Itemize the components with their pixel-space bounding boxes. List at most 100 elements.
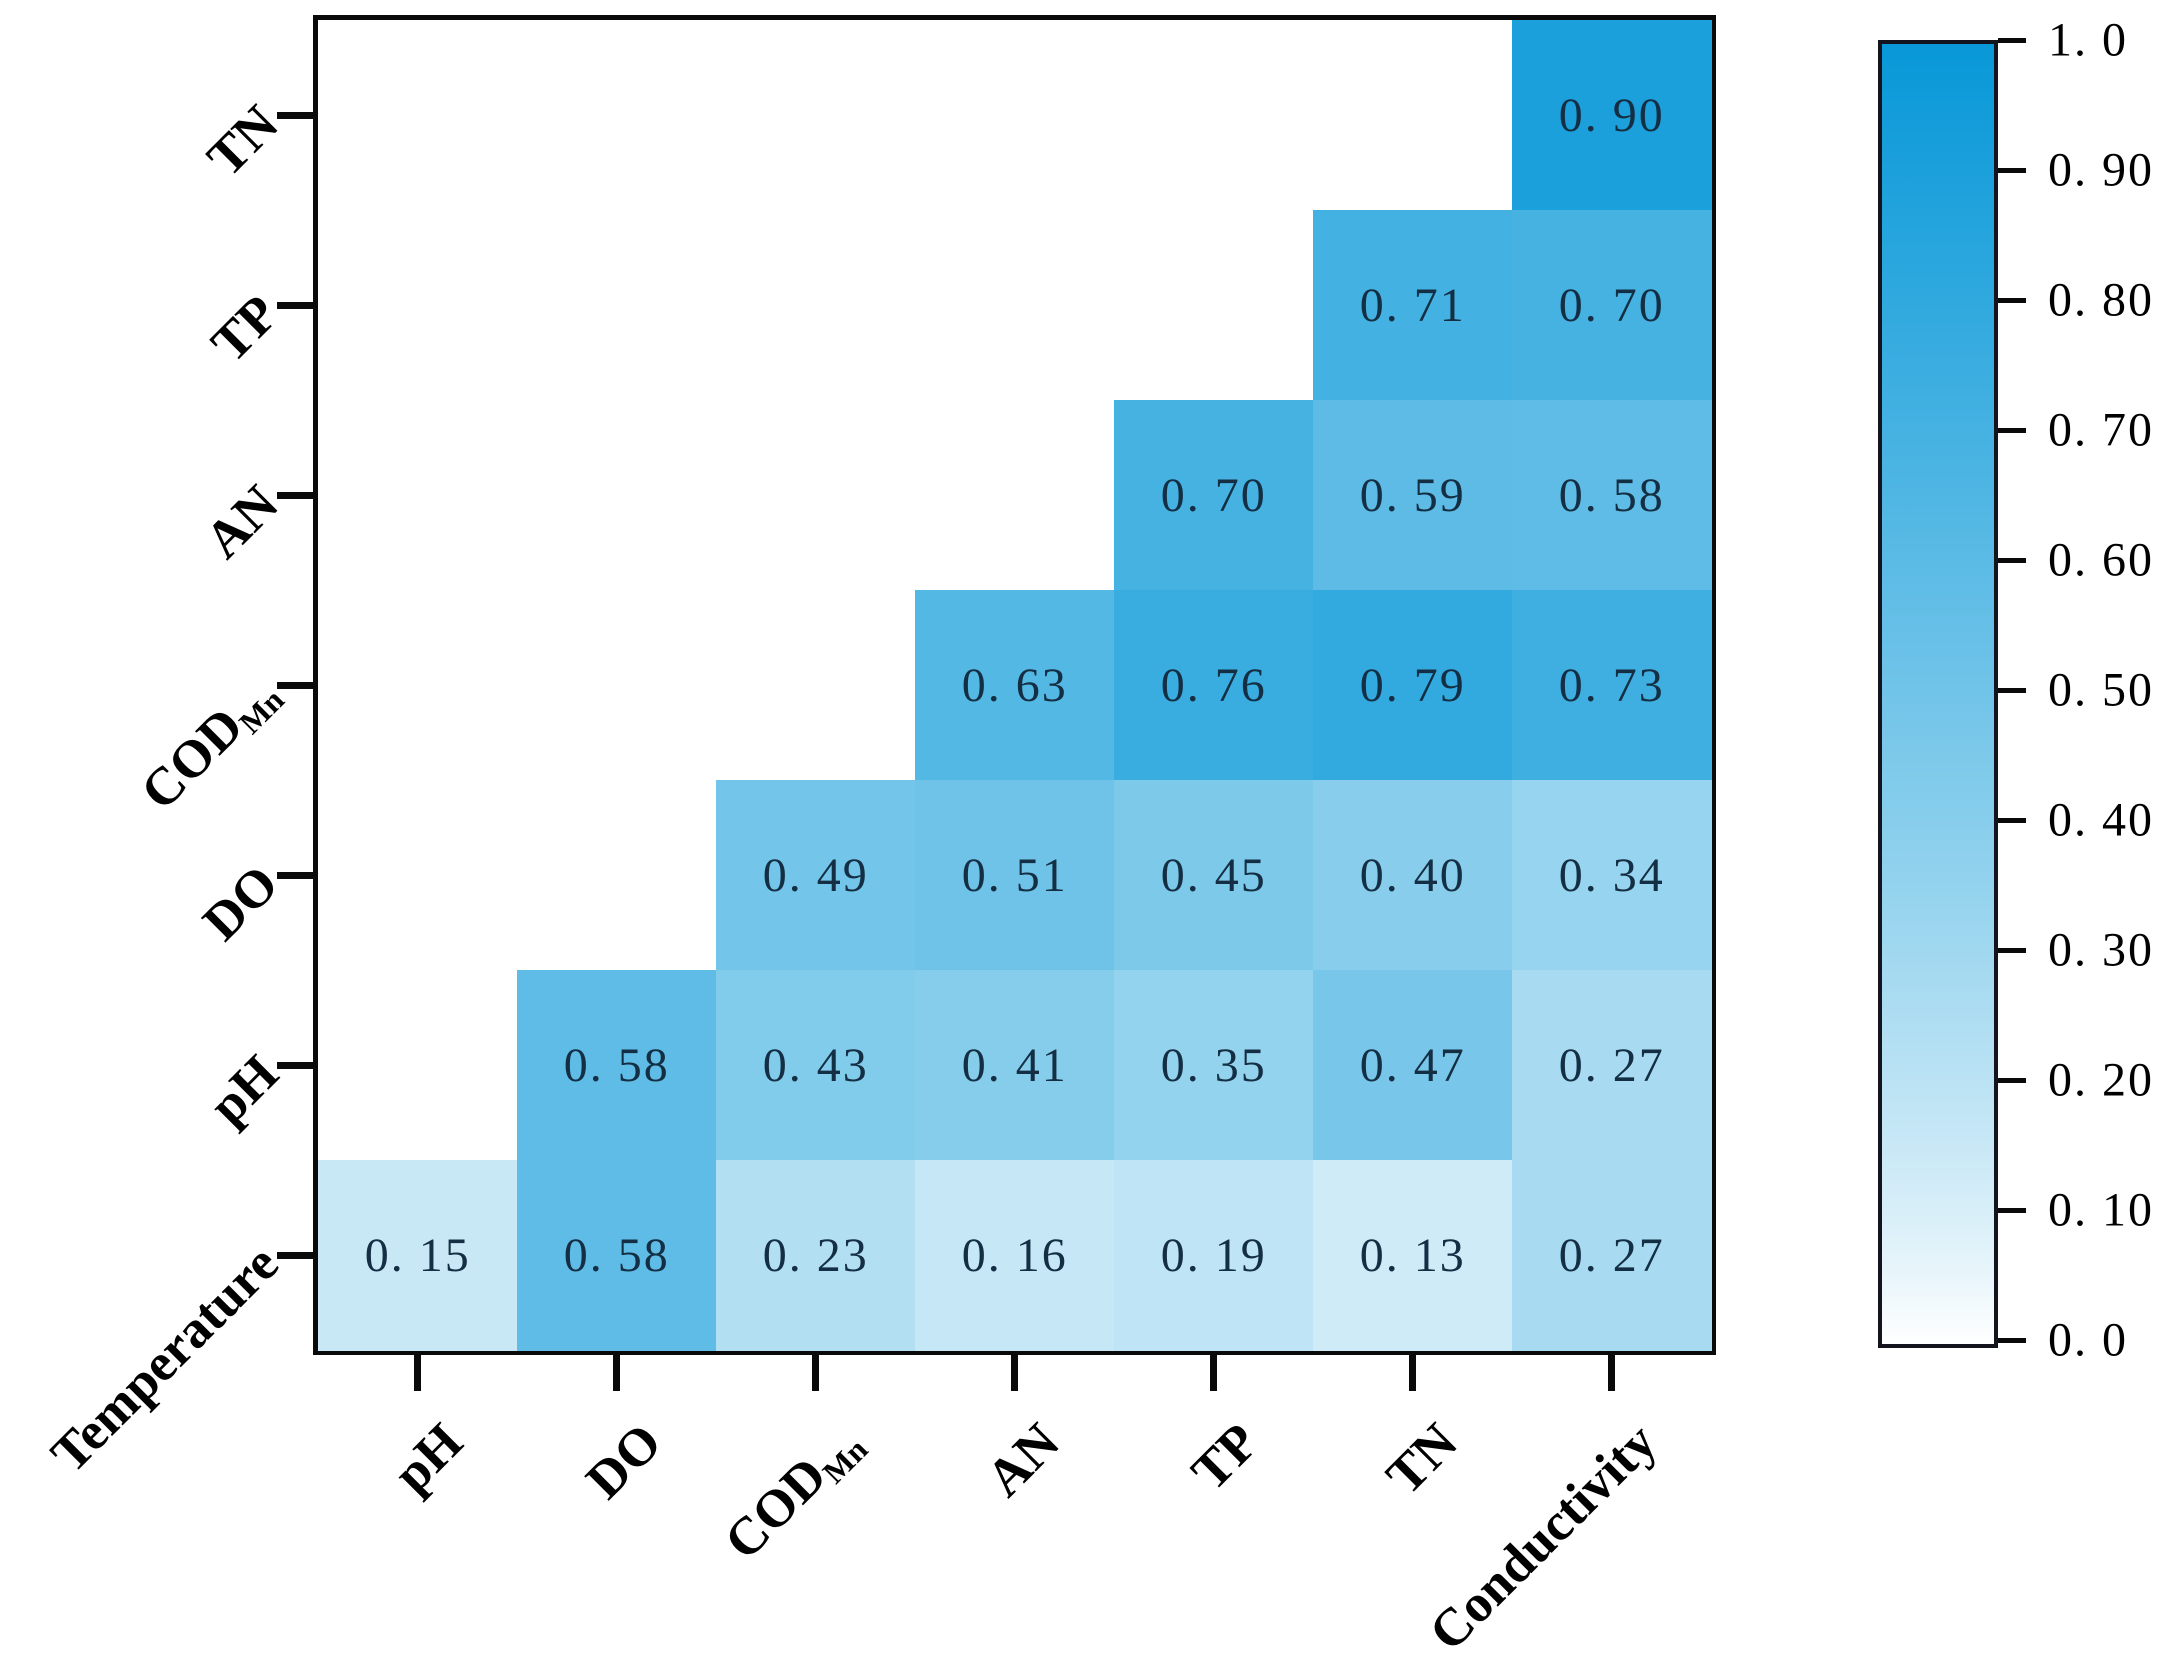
heatmap-cell: 0. 15	[318, 1160, 518, 1351]
colorbar-tick-label: 0. 30	[2048, 923, 2154, 977]
heatmap-cell: 0. 90	[1512, 20, 1712, 211]
heatmap-cell-value: 0. 16	[961, 1228, 1068, 1282]
colorbar-tick-label: 0. 0	[2048, 1313, 2128, 1367]
heatmap-cell-value: 0. 27	[1558, 1228, 1665, 1282]
x-axis-label-tp: TP	[1180, 1412, 1270, 1502]
heatmap-cell-value: 0. 19	[1160, 1228, 1267, 1282]
heatmap-cell: 0. 47	[1313, 970, 1513, 1161]
heatmap-cell-value: 0. 58	[563, 1228, 670, 1282]
heatmap-cell-value: 0. 90	[1558, 88, 1665, 142]
x-tick	[1210, 1355, 1217, 1391]
colorbar-tick-label: 0. 40	[2048, 793, 2154, 847]
y-tick	[277, 491, 313, 499]
y-axis-label-do: DO	[192, 854, 290, 952]
heatmap-cell-value: 0. 71	[1359, 278, 1466, 332]
x-axis-label-tn: TN	[1375, 1412, 1469, 1506]
colorbar	[1878, 40, 1998, 1348]
colorbar-tick	[1998, 37, 2026, 43]
colorbar-tick-label: 0. 60	[2048, 533, 2154, 587]
heatmap-cell-value: 0. 35	[1160, 1038, 1267, 1092]
heatmap-cell-value: 0. 58	[1558, 468, 1665, 522]
heatmap-cells-layer: 0. 90 0. 71 0. 70 0. 70 0. 59 0. 58 0. 63 0. 76…	[318, 20, 1712, 1351]
heatmap-cell: 0. 40	[1313, 780, 1513, 971]
colorbar-tick-label: 0. 90	[2048, 143, 2154, 197]
x-axis-label-ph: pH	[382, 1412, 474, 1504]
heatmap-cell-value: 0. 23	[762, 1228, 869, 1282]
heatmap-cell: 0. 70	[1114, 400, 1314, 591]
heatmap-plot-area: 0. 90 0. 71 0. 70 0. 70 0. 59 0. 58 0. 63 0. 76…	[313, 15, 1716, 1355]
colorbar-tick-label: 0. 20	[2048, 1053, 2154, 1107]
x-axis-label-do: DO	[574, 1412, 673, 1510]
heatmap-cell-value: 0. 13	[1359, 1228, 1466, 1282]
heatmap-cell: 0. 63	[915, 590, 1115, 781]
heatmap-cell: 0. 34	[1512, 780, 1712, 971]
heatmap-cell-value: 0. 15	[364, 1228, 471, 1282]
heatmap-cell: 0. 13	[1313, 1160, 1513, 1351]
heatmap-cell: 0. 59	[1313, 400, 1513, 591]
heatmap-cell: 0. 49	[716, 780, 916, 971]
heatmap-cell-value: 0. 70	[1160, 468, 1267, 522]
x-tick	[414, 1355, 421, 1391]
heatmap-cell-value: 0. 58	[563, 1038, 670, 1092]
y-tick	[277, 301, 313, 309]
heatmap-cell: 0. 23	[716, 1160, 916, 1351]
heatmap-cell-value: 0. 73	[1558, 658, 1665, 712]
heatmap-cell-value: 0. 59	[1359, 468, 1466, 522]
heatmap-cell-value: 0. 45	[1160, 848, 1267, 902]
y-axis-label-tp: TP	[200, 284, 290, 374]
heatmap-cell: 0. 27	[1512, 1160, 1712, 1351]
heatmap-cell-value: 0. 49	[762, 848, 869, 902]
heatmap-cell-value: 0. 41	[961, 1038, 1068, 1092]
heatmap-cell-value: 0. 79	[1359, 658, 1466, 712]
colorbar-tick	[1998, 557, 2026, 563]
x-axis-label-an: AN	[975, 1412, 1071, 1508]
heatmap-cell: 0. 58	[1512, 400, 1712, 591]
heatmap-cell: 0. 35	[1114, 970, 1314, 1161]
colorbar-tick	[1998, 687, 2026, 693]
x-tick	[1608, 1355, 1615, 1391]
heatmap-cell: 0. 73	[1512, 590, 1712, 781]
y-axis-label-ph: pH	[198, 1044, 290, 1136]
heatmap-cell-value: 0. 27	[1558, 1038, 1665, 1092]
heatmap-cell: 0. 51	[915, 780, 1115, 971]
heatmap-cell: 0. 43	[716, 970, 916, 1161]
colorbar-tick	[1998, 1077, 2026, 1083]
colorbar-tick-label: 0. 10	[2048, 1183, 2154, 1237]
heatmap-cell: 0. 27	[1512, 970, 1712, 1161]
heatmap-cell-value: 0. 51	[961, 848, 1068, 902]
heatmap-cell: 0. 16	[915, 1160, 1115, 1351]
colorbar-tick-label: 1. 0	[2048, 13, 2128, 67]
heatmap-cell: 0. 45	[1114, 780, 1314, 971]
heatmap-cell: 0. 76	[1114, 590, 1314, 781]
heatmap-cell-value: 0. 63	[961, 658, 1068, 712]
colorbar-tick-label: 0. 80	[2048, 273, 2154, 327]
y-axis-label-tn: TN	[196, 94, 290, 188]
x-tick	[1409, 1355, 1416, 1391]
heatmap-cell: 0. 70	[1512, 210, 1712, 401]
colorbar-tick	[1998, 947, 2026, 953]
y-tick	[277, 871, 313, 879]
heatmap-cell-value: 0. 34	[1558, 848, 1665, 902]
heatmap-cell: 0. 58	[517, 1160, 717, 1351]
colorbar-tick	[1998, 817, 2026, 823]
colorbar-tick	[1998, 297, 2026, 303]
y-tick	[277, 1251, 313, 1259]
colorbar-tick	[1998, 427, 2026, 433]
y-axis-label-cod: CODMn	[130, 682, 291, 822]
heatmap-cell-value: 0. 76	[1160, 658, 1267, 712]
x-tick	[812, 1355, 819, 1391]
heatmap-cell: 0. 19	[1114, 1160, 1314, 1351]
y-axis-label-temperature: Temperature	[40, 1234, 290, 1484]
x-tick	[613, 1355, 620, 1391]
colorbar-tick-label: 0. 50	[2048, 663, 2154, 717]
y-tick	[277, 1061, 313, 1069]
heatmap-cell: 0. 58	[517, 970, 717, 1161]
x-tick	[1011, 1355, 1018, 1391]
heatmap-cell-value: 0. 47	[1359, 1038, 1466, 1092]
colorbar-gradient	[1882, 44, 1994, 1344]
heatmap-cell-value: 0. 70	[1558, 278, 1665, 332]
colorbar-tick	[1998, 167, 2026, 173]
heatmap-cell-value: 0. 40	[1359, 848, 1466, 902]
y-tick	[277, 681, 313, 689]
